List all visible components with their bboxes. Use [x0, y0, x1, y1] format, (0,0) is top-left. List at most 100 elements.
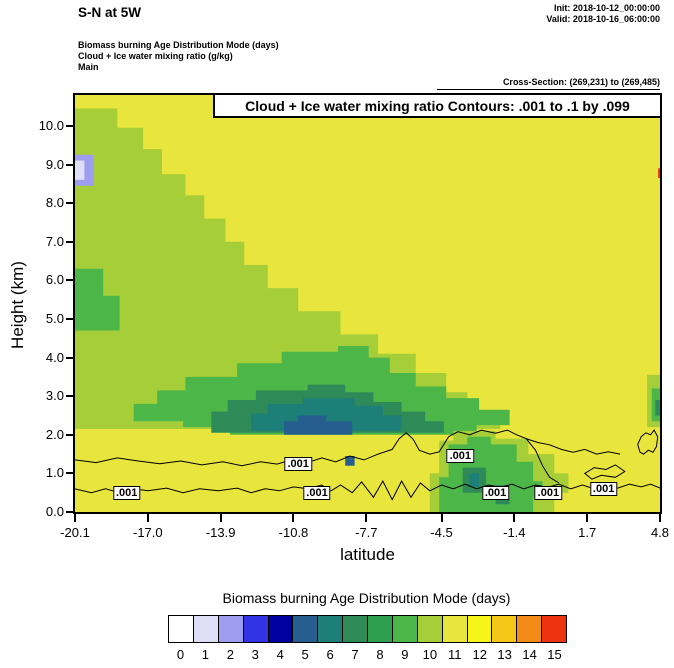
- colorbar-cell-12: [466, 616, 492, 642]
- fill-region-age-10: [75, 108, 501, 429]
- x-tick-label: 4.8: [650, 525, 670, 540]
- colorbar-cell-5: [292, 616, 318, 642]
- colorbar-tick-label: 1: [201, 647, 210, 662]
- y-tick-label: 4.0: [45, 349, 64, 365]
- colorbar-tick-label: 14: [522, 647, 537, 662]
- x-tick-mark: [292, 514, 295, 522]
- x-tick-mark: [146, 514, 149, 522]
- init-time: Init: 2018-10-12_00:00:00: [553, 3, 660, 13]
- colorbar-cell-4: [267, 616, 293, 642]
- y-tick-label: 3.0: [45, 388, 64, 404]
- contour-label-6: .001: [589, 481, 618, 496]
- x-tick-label: -17.0: [133, 525, 163, 540]
- colorbar-cell-13: [491, 616, 517, 642]
- y-tick-mark: [66, 395, 74, 398]
- cloud-contour-line-0: [75, 429, 621, 467]
- colorbar-tick-label: 8: [376, 647, 384, 662]
- y-tick-label: 10.0: [38, 117, 64, 133]
- y-tick-label: 1.0: [45, 465, 64, 481]
- y-tick-mark: [66, 472, 74, 475]
- contour-label-2: .001: [303, 486, 331, 501]
- colorbar-tick-label: 13: [497, 647, 512, 662]
- contour-label-3: .001: [446, 449, 475, 463]
- colorbar-tick-label: 12: [472, 647, 487, 662]
- field-descriptions: Biomass burning Age Distribution Mode (d…: [78, 40, 279, 73]
- colorbar-cell-14: [516, 616, 542, 642]
- x-tick-label: -7.7: [355, 525, 378, 540]
- colorbar: [168, 615, 567, 643]
- run-times: Init: 2018-10-12_00:00:00 Valid: 2018-10…: [546, 3, 660, 25]
- field-line-1: Biomass burning Age Distribution Mode (d…: [78, 40, 279, 50]
- x-tick-label: 1.7: [578, 525, 597, 540]
- y-tick-mark: [66, 356, 74, 359]
- y-tick-label: 5.0: [45, 310, 64, 326]
- colorbar-tick-label: 10: [422, 647, 438, 662]
- x-tick-mark: [586, 514, 589, 522]
- fill-region-age-15: [658, 168, 660, 178]
- colorbar-cell-15: [541, 616, 566, 642]
- colorbar-cell-10: [416, 616, 442, 642]
- x-tick-mark: [219, 514, 222, 522]
- x-tick-label: -20.1: [60, 525, 90, 540]
- cloud-contour-line-2: [637, 429, 659, 455]
- x-tick-label: -4.5: [430, 525, 453, 540]
- fill-region-age-7: [655, 400, 660, 416]
- field-line-2: Cloud + Ice water mixing ratio (g/kg): [78, 51, 233, 61]
- colorbar-cell-2: [217, 616, 243, 642]
- y-tick-mark: [66, 202, 74, 205]
- plot-area: Cloud + Ice water mixing ratio Contours:…: [73, 93, 662, 514]
- fill-region-age-5: [345, 456, 355, 466]
- colorbar-title: Biomass burning Age Distribution Mode (d…: [222, 590, 511, 606]
- colorbar-tick-label: 4: [276, 647, 284, 662]
- x-tick-label: -1.4: [503, 525, 526, 540]
- fill-region-age-6: [469, 473, 480, 487]
- x-tick-label: -13.9: [205, 525, 236, 540]
- x-tick-mark: [440, 514, 443, 522]
- field-line-3: Main: [78, 62, 99, 72]
- valid-time: Valid: 2018-10-16_06:00:00: [546, 14, 660, 24]
- y-tick-label: 6.0: [45, 272, 64, 288]
- contour-banner: Cloud + Ice water mixing ratio Contours:…: [213, 95, 660, 118]
- y-tick-mark: [66, 279, 74, 282]
- colorbar-tick-label: 11: [448, 647, 462, 662]
- fill-region-age-9: [75, 268, 120, 331]
- y-tick-mark: [66, 511, 74, 513]
- colorbar-cell-3: [242, 616, 268, 642]
- colorbar-tick-label: 0: [176, 647, 185, 662]
- x-axis-label: latitude: [340, 545, 395, 564]
- y-tick-mark: [66, 124, 74, 127]
- colorbar-cell-8: [367, 616, 392, 642]
- x-tick-label: -10.8: [278, 525, 309, 540]
- cloud-contour-line-3: [583, 464, 626, 480]
- colorbar-tick-label: 5: [301, 647, 309, 662]
- cloud-contour-line-4: [525, 438, 560, 484]
- cross-section-label: Cross-Section: (269,231) to (269,485): [437, 77, 660, 90]
- colorbar-cell-6: [317, 616, 343, 642]
- colorbar-cell-1: [192, 616, 218, 642]
- colorbar-cell-7: [342, 616, 367, 642]
- contour-label-4: .001: [481, 486, 510, 501]
- x-tick-mark: [659, 514, 661, 522]
- plot-title: S-N at 5W: [78, 5, 142, 20]
- fill-region-age-5: [284, 415, 353, 435]
- fill-region-age-1: [75, 160, 85, 180]
- y-tick-label: 8.0: [45, 195, 64, 211]
- y-tick-mark: [66, 317, 74, 320]
- colorbar-tick-label: 6: [326, 647, 334, 662]
- colorbar-tick-label: 2: [226, 647, 234, 662]
- x-tick-mark: [365, 514, 368, 522]
- colorbar-tick-label: 3: [251, 647, 259, 662]
- y-tick-label: 0.0: [45, 504, 64, 519]
- colorbar-cell-0: [169, 616, 193, 642]
- y-tick-mark: [66, 433, 74, 436]
- colorbar-tick-label: 7: [351, 647, 359, 662]
- y-tick-mark: [66, 163, 74, 166]
- colorbar-tick-label: 15: [547, 647, 562, 662]
- x-tick-mark: [513, 514, 516, 522]
- colorbar-cell-9: [391, 616, 417, 642]
- colorbar-labels: 0 1 2 3 4 5 6 7 8 9 10 11 12 13 14 15: [168, 647, 567, 662]
- cloud-contour-line-1: [75, 480, 660, 501]
- y-tick-label: 7.0: [45, 233, 64, 249]
- x-tick-mark: [74, 514, 76, 522]
